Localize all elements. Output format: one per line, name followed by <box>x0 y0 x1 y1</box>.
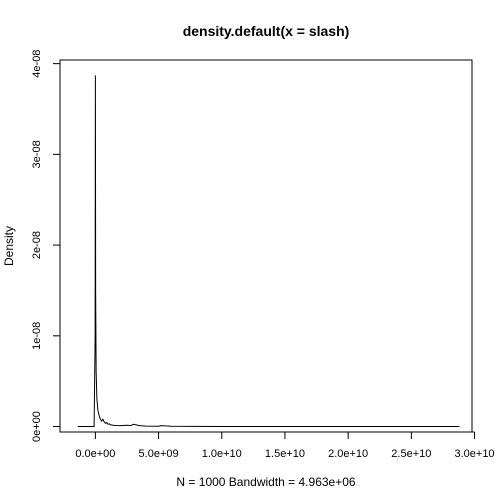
x-axis-label: N = 1000 Bandwidth = 4.963e+06 <box>176 475 355 489</box>
x-axis: 0.0e+00 5.0e+09 1.0e+10 1.5e+10 2.0e+10 2.5e+… <box>75 431 495 460</box>
y-tick-label: 3e-08 <box>31 140 43 168</box>
x-tick-label: 2.0e+10 <box>328 448 368 460</box>
plot-frame <box>59 59 473 433</box>
x-tick-label: 5.0e+09 <box>139 448 179 460</box>
density-line <box>77 75 460 428</box>
y-tick-label: 0e+00 <box>31 411 43 442</box>
x-tick-label: 2.5e+10 <box>391 448 431 460</box>
y-tick-label: 2e-08 <box>31 231 43 259</box>
y-axis: 0e+00 1e-08 2e-08 3e-08 4e-08 <box>31 50 61 442</box>
chart-title: density.default(x = slash) <box>183 23 350 39</box>
x-tick-label: 0.0e+00 <box>75 448 115 460</box>
x-tick-label: 1.0e+10 <box>202 448 242 460</box>
x-tick-label: 1.5e+10 <box>265 448 305 460</box>
y-axis-label: Density <box>2 226 16 266</box>
x-tick-label: 3.0e+10 <box>454 448 494 460</box>
y-tick-label: 1e-08 <box>31 322 43 350</box>
y-tick-label: 4e-08 <box>31 50 43 78</box>
